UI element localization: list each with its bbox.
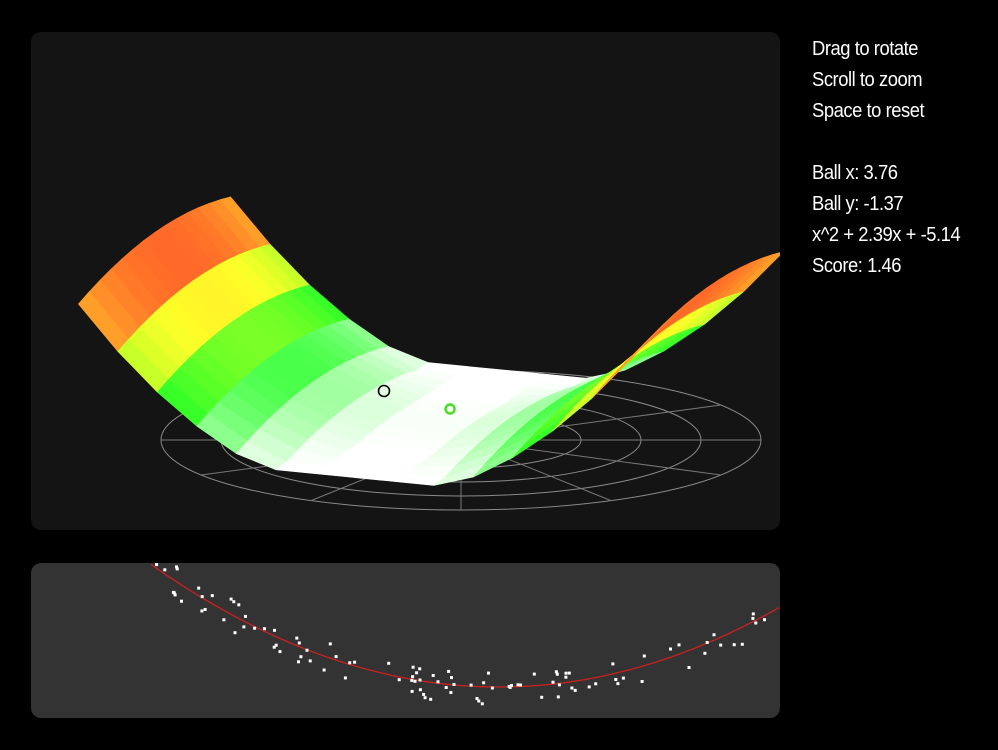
data-fit-plot <box>31 563 780 718</box>
spacer <box>812 127 960 158</box>
ball-y-readout: Ball y: -1.37 <box>812 193 904 215</box>
data-points <box>155 563 766 706</box>
ball-x-readout: Ball x: 3.76 <box>812 162 898 184</box>
reset-hint: Space to reset <box>812 100 925 122</box>
3d-surface-viewport[interactable] <box>31 32 780 530</box>
info-panel: Drag to rotate Scroll to zoom Space to r… <box>812 34 961 282</box>
equation-readout: x^2 + 2.39x + -5.14 <box>812 224 961 246</box>
surface-canvas[interactable] <box>31 32 780 530</box>
zoom-hint: Scroll to zoom <box>812 69 923 91</box>
surface-mesh <box>78 196 780 486</box>
ball-marker-black <box>377 384 391 398</box>
rotate-hint: Drag to rotate <box>812 38 919 60</box>
plot-canvas <box>150 563 780 706</box>
ball-marker-green <box>444 403 456 415</box>
score-readout: Score: 1.46 <box>812 255 902 277</box>
